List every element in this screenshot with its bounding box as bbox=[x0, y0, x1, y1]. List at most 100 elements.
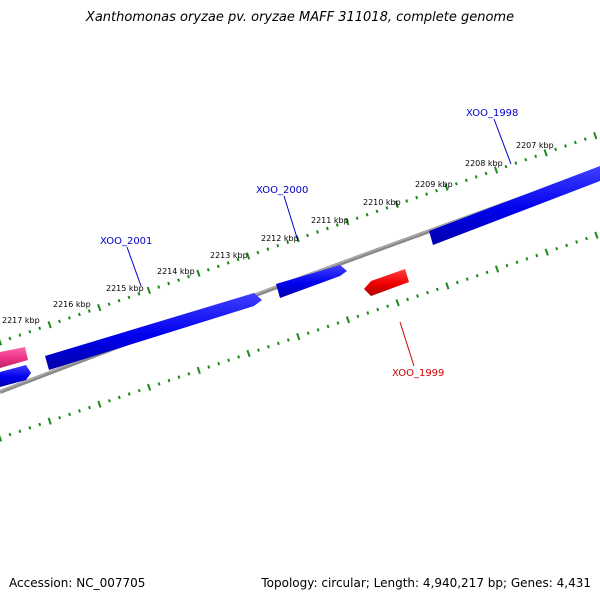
minor-tick bbox=[117, 298, 121, 303]
genome-summary-text: Topology: circular; Length: 4,940,217 bp… bbox=[261, 576, 591, 590]
minor-tick bbox=[365, 212, 369, 217]
major-tick bbox=[245, 252, 251, 260]
kbp-label-2215: 2215 kbp bbox=[106, 284, 144, 293]
minor-tick bbox=[485, 270, 489, 275]
minor-tick bbox=[514, 161, 518, 165]
major-tick bbox=[593, 131, 598, 140]
minor-tick bbox=[68, 316, 71, 320]
major-tick bbox=[196, 269, 201, 277]
minor-tick bbox=[505, 263, 509, 268]
leader-xoo-1998 bbox=[493, 118, 512, 165]
minor-tick bbox=[187, 372, 191, 376]
minor-tick bbox=[515, 260, 519, 264]
major-tick bbox=[594, 231, 599, 239]
minor-tick bbox=[336, 321, 340, 325]
kbp-label-2208: 2208 kbp bbox=[465, 159, 503, 168]
minor-tick bbox=[484, 171, 488, 176]
minor-tick bbox=[564, 144, 567, 148]
major-tick bbox=[196, 366, 201, 375]
gene-xoo-2001 bbox=[45, 293, 262, 370]
major-tick bbox=[345, 316, 351, 324]
minor-tick bbox=[187, 274, 190, 279]
minor-tick bbox=[306, 233, 309, 238]
minor-tick bbox=[355, 216, 359, 220]
forward-strand-genes bbox=[0, 166, 600, 387]
minor-tick bbox=[474, 175, 478, 179]
minor-tick bbox=[38, 422, 42, 427]
major-tick bbox=[0, 338, 3, 346]
minor-tick bbox=[28, 329, 32, 334]
minor-tick bbox=[316, 230, 319, 234]
gene-xoo-1999 bbox=[364, 269, 409, 296]
minor-tick bbox=[18, 333, 22, 337]
minor-tick bbox=[375, 209, 379, 214]
minor-tick bbox=[256, 250, 260, 255]
gene-label-xoo-1998: XOO_1998 bbox=[466, 108, 518, 119]
minor-tick bbox=[455, 280, 459, 285]
gene-label-xoo-1999: XOO_1999 bbox=[392, 368, 444, 379]
minor-tick bbox=[107, 302, 111, 306]
minor-tick bbox=[167, 378, 171, 383]
minor-tick bbox=[226, 261, 230, 265]
minor-tick bbox=[177, 278, 181, 282]
gene-leader-lines bbox=[126, 118, 512, 367]
minor-tick bbox=[216, 264, 220, 269]
minor-tick bbox=[585, 236, 588, 241]
minor-tick bbox=[137, 292, 141, 296]
minor-tick bbox=[87, 309, 91, 313]
major-tick bbox=[345, 217, 350, 226]
gene-xoo-2000 bbox=[276, 265, 347, 298]
minor-tick bbox=[8, 432, 12, 437]
major-tick bbox=[0, 434, 3, 442]
major-tick bbox=[543, 149, 548, 157]
minor-tick bbox=[554, 147, 558, 152]
minor-tick bbox=[316, 328, 320, 332]
minor-tick bbox=[325, 226, 329, 231]
kbp-label-2217: 2217 kbp bbox=[2, 316, 40, 325]
kbp-label-2214: 2214 kbp bbox=[157, 267, 195, 276]
minor-tick bbox=[376, 307, 380, 312]
genome-title: Xanthomonas oryzae pv. oryzae MAFF 31101… bbox=[85, 10, 515, 25]
accession-text: Accession: NC_007705 bbox=[9, 576, 146, 590]
major-tick bbox=[544, 248, 549, 256]
minor-tick bbox=[88, 405, 91, 410]
minor-tick bbox=[326, 324, 330, 329]
minor-tick bbox=[137, 388, 141, 393]
major-tick bbox=[47, 321, 52, 329]
lower-tick-line bbox=[0, 231, 599, 442]
minor-tick bbox=[435, 188, 438, 193]
major-tick bbox=[146, 286, 151, 295]
leader-xoo-2001 bbox=[126, 246, 142, 287]
minor-tick bbox=[266, 344, 270, 349]
kbp-label-2211: 2211 kbp bbox=[311, 216, 349, 225]
minor-tick bbox=[227, 358, 231, 362]
minor-tick bbox=[573, 140, 577, 145]
minor-tick bbox=[58, 415, 62, 420]
minor-tick bbox=[28, 426, 32, 430]
minor-tick bbox=[426, 290, 429, 295]
minor-tick bbox=[475, 273, 479, 278]
minor-tick bbox=[78, 409, 81, 413]
minor-tick bbox=[237, 355, 241, 359]
major-tick bbox=[394, 200, 399, 209]
leader-xoo-1999 bbox=[399, 321, 415, 367]
minor-tick bbox=[157, 285, 161, 289]
minor-tick bbox=[415, 195, 419, 200]
minor-tick bbox=[386, 304, 390, 308]
minor-tick bbox=[276, 341, 280, 346]
minor-tick bbox=[565, 243, 569, 248]
kbp-label-2207: 2207 kbp bbox=[516, 141, 554, 150]
kbp-label-2213: 2213 kbp bbox=[210, 251, 248, 260]
kbp-scale-labels: 2207 kbp 2208 kbp 2209 kbp 2210 kbp 2211… bbox=[2, 141, 554, 325]
major-tick bbox=[97, 303, 102, 312]
minor-tick bbox=[18, 429, 22, 434]
major-tick bbox=[147, 383, 152, 391]
major-tick bbox=[47, 417, 52, 425]
minor-tick bbox=[524, 157, 528, 162]
minor-tick bbox=[58, 319, 61, 324]
minor-tick bbox=[435, 287, 439, 292]
minor-tick bbox=[356, 314, 360, 319]
minor-tick bbox=[425, 192, 429, 196]
minor-tick bbox=[335, 223, 339, 227]
